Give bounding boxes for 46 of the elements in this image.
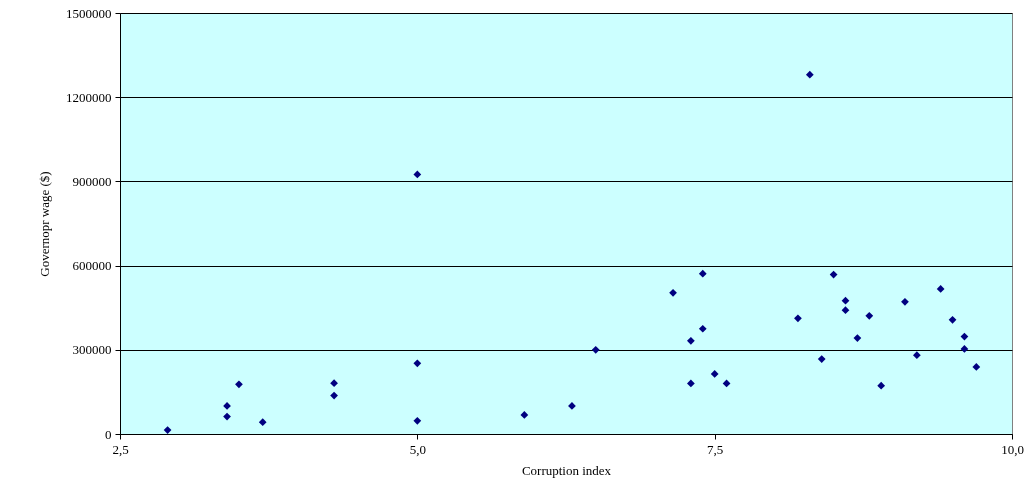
point xyxy=(330,391,338,400)
point xyxy=(413,359,422,368)
point xyxy=(841,306,850,315)
point xyxy=(936,285,945,293)
point xyxy=(568,402,576,410)
point xyxy=(223,412,231,421)
point xyxy=(235,380,243,389)
point xyxy=(698,324,707,333)
point xyxy=(901,297,909,306)
x-tick-label: 10,0 xyxy=(1001,441,1024,457)
x-axis-title: Corruption index xyxy=(521,462,612,478)
point xyxy=(829,270,838,279)
point xyxy=(972,363,981,371)
point xyxy=(669,288,677,297)
point xyxy=(687,336,695,345)
point xyxy=(698,269,707,278)
point xyxy=(877,381,886,390)
point xyxy=(960,332,969,341)
y-tick-label: 1500000 xyxy=(66,5,112,21)
point xyxy=(258,418,267,427)
x-tick-label: 5,0 xyxy=(409,441,426,457)
point xyxy=(794,314,802,323)
point xyxy=(591,345,600,354)
x-tick-label: 7,5 xyxy=(707,441,724,457)
point xyxy=(853,334,862,342)
point xyxy=(960,345,969,353)
y-tick-label: 900000 xyxy=(72,173,112,189)
point xyxy=(330,379,338,388)
y-tick-label: 1200000 xyxy=(66,89,112,105)
point xyxy=(805,70,814,79)
point xyxy=(413,416,422,425)
y-tick-label: 600000 xyxy=(72,258,112,274)
point xyxy=(687,379,695,388)
point xyxy=(710,370,719,378)
point xyxy=(817,355,826,363)
point xyxy=(413,170,422,179)
y-tick-label: 300000 xyxy=(72,342,112,358)
y-axis-title: Governopr wage ($) xyxy=(37,171,52,277)
point xyxy=(841,296,850,305)
y-tick-label: 0 xyxy=(105,426,112,442)
point xyxy=(520,411,529,419)
x-tick-label: 2,5 xyxy=(112,441,129,457)
point xyxy=(948,315,957,324)
point xyxy=(865,311,874,320)
point xyxy=(912,351,921,360)
point xyxy=(163,426,172,434)
